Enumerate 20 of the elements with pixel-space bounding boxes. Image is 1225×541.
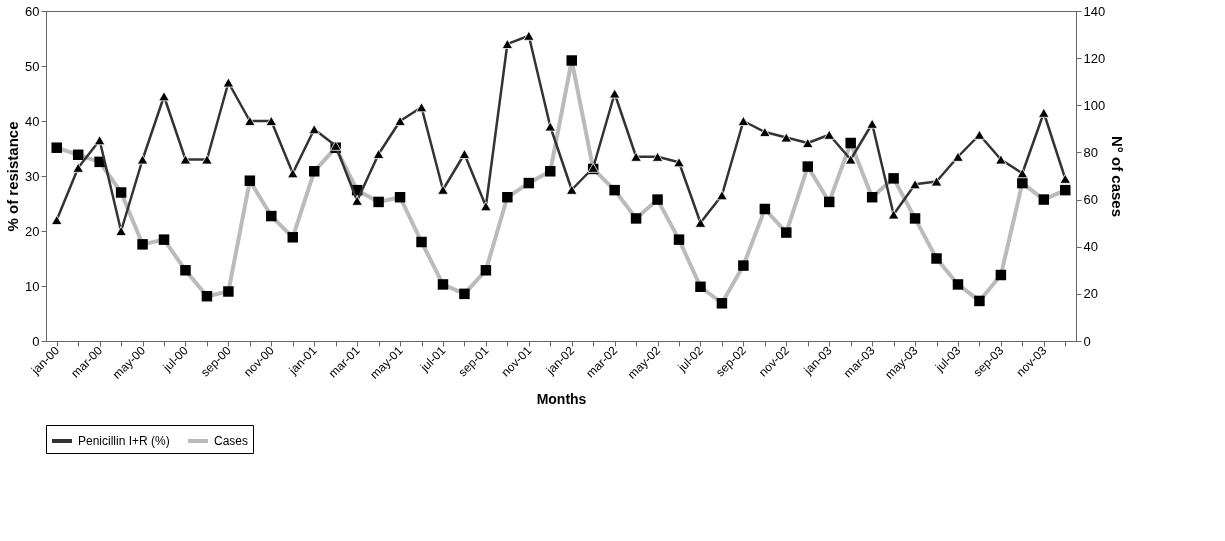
y2-tick-label: 120 (1083, 50, 1106, 66)
y2-tick-label: 40 (1083, 239, 1098, 255)
y-tick-label: 30 (25, 168, 40, 184)
y-tick-label: 0 (32, 333, 40, 349)
y-tick-label: 20 (25, 223, 40, 239)
y2-tick-label: 60 (1083, 192, 1098, 208)
y2-tick-label: 140 (1083, 3, 1106, 19)
y2-axis-title: N° of cases (1109, 135, 1127, 218)
y-tick-label: 60 (25, 3, 40, 19)
y-tick-label: 50 (25, 58, 40, 74)
y-tick-label: 10 (25, 278, 40, 294)
y-axis-title: % of resistance (4, 121, 22, 232)
y-tick-label: 40 (25, 113, 40, 129)
x-axis-title: Months (536, 391, 587, 408)
y2-tick-label: 0 (1083, 333, 1091, 349)
y2-tick-label: 80 (1083, 144, 1098, 160)
y2-tick-label: 100 (1083, 97, 1106, 113)
legend-label: Cases (214, 434, 249, 448)
y2-tick-label: 20 (1083, 286, 1098, 302)
legend-label: Penicillin I+R (%) (78, 434, 170, 448)
